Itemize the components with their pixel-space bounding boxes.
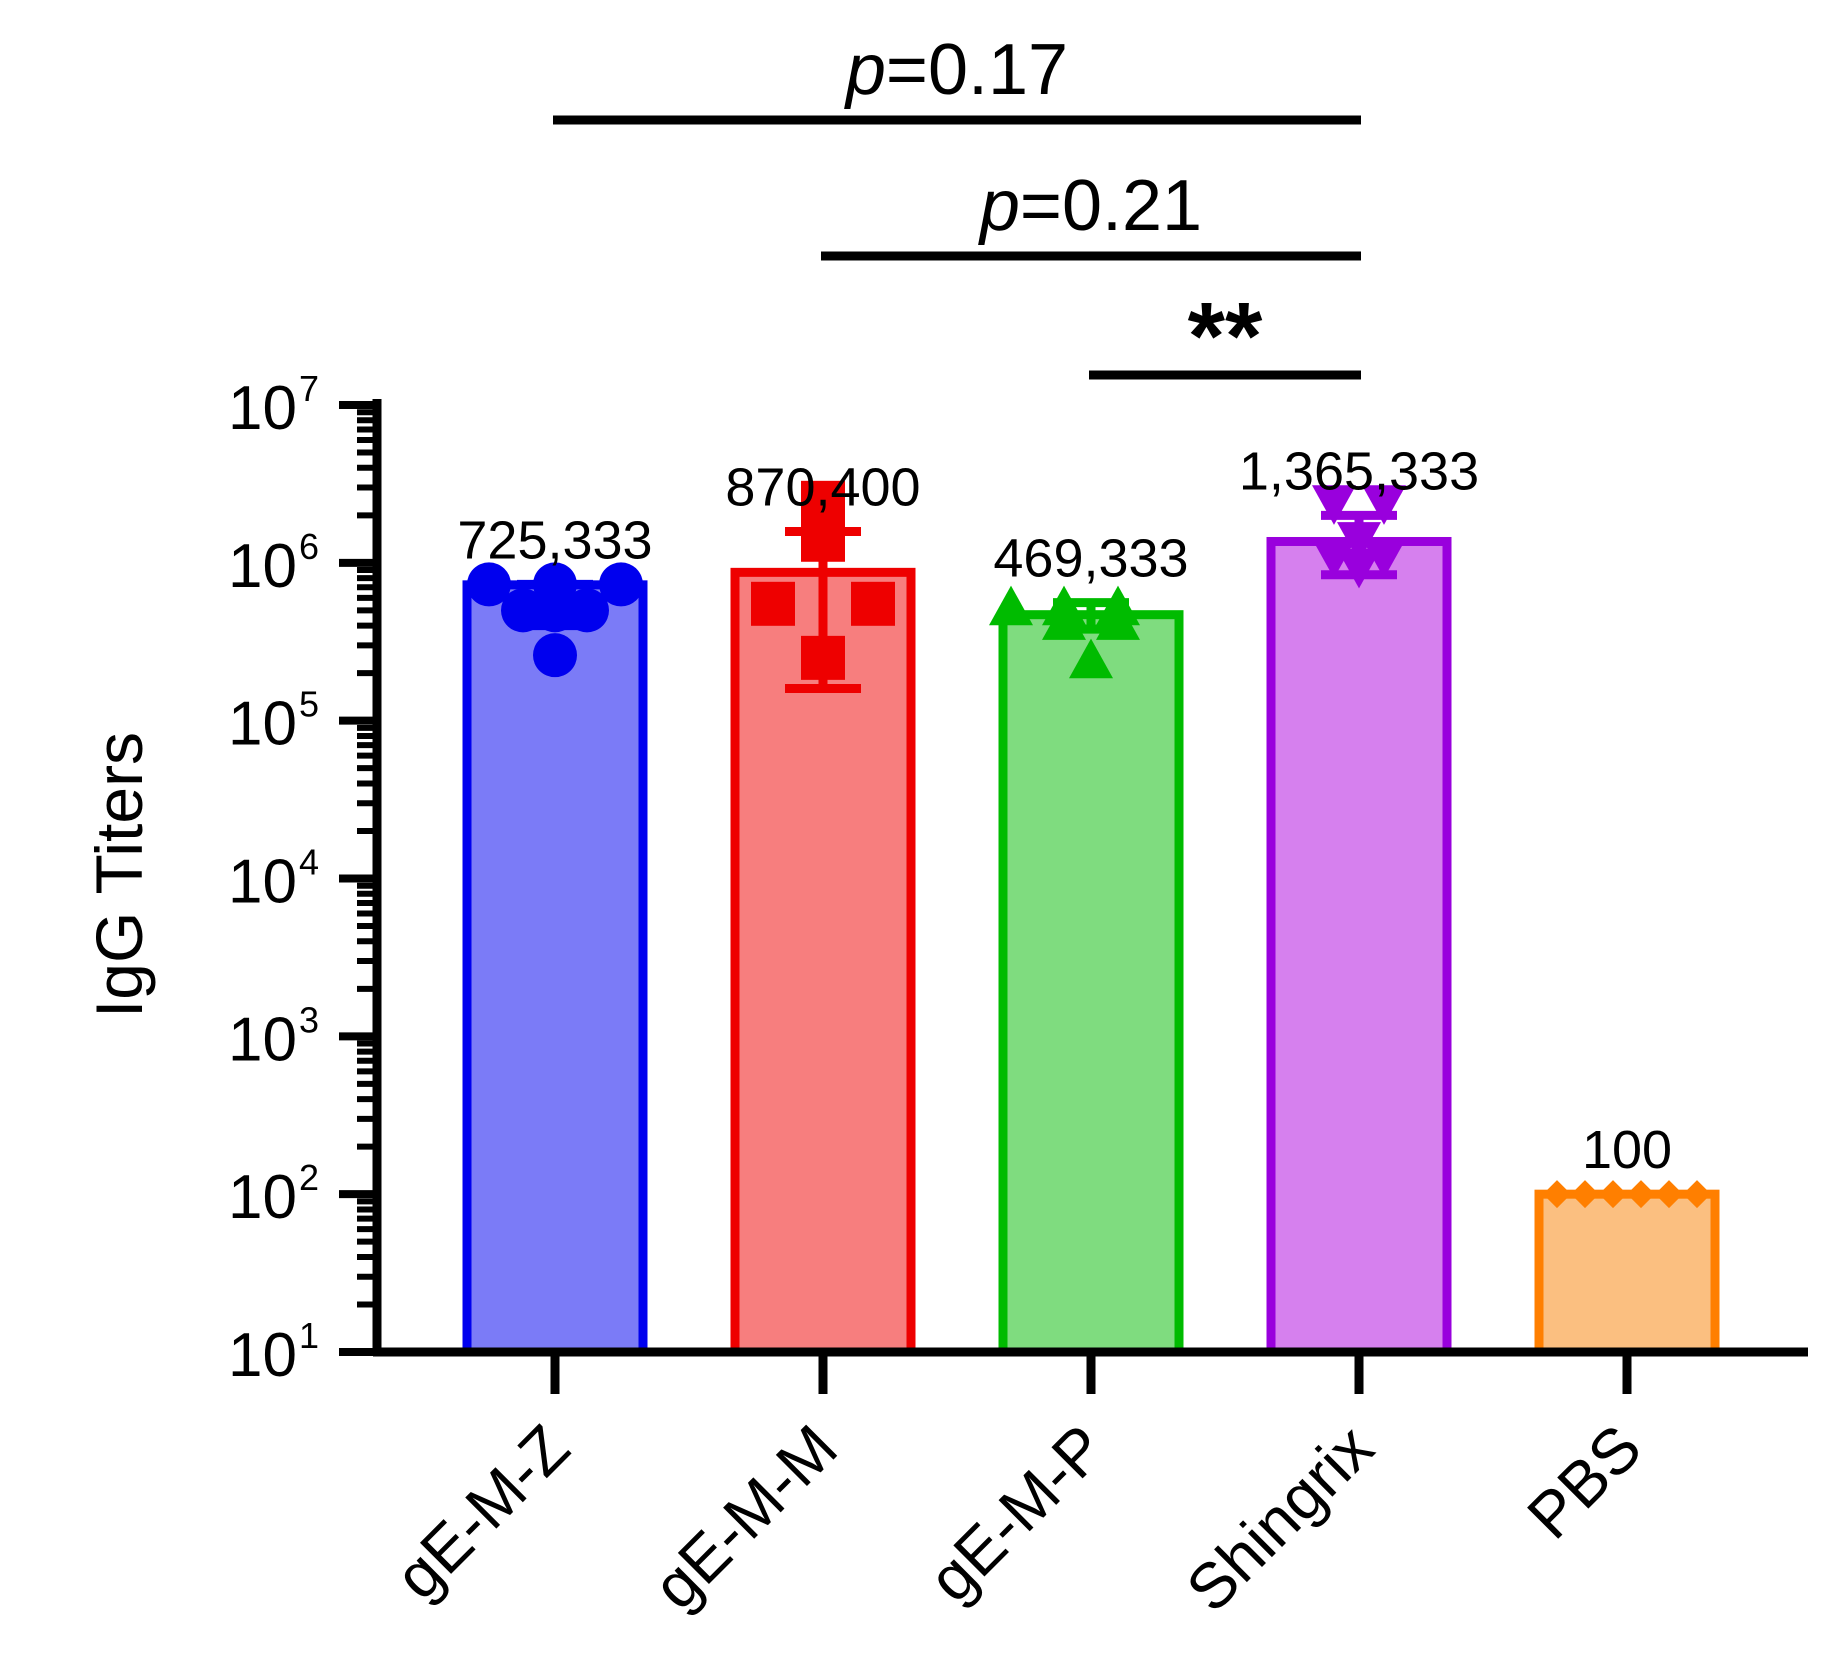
bar-ge-m-m	[730, 567, 916, 1357]
x-tick-label-pbs: PBS	[1513, 1411, 1654, 1552]
bar-ge-m-p	[998, 610, 1184, 1357]
data-points-pbs	[1543, 1180, 1711, 1209]
y-tick-exponent: 2	[299, 1157, 319, 1198]
value-label-shingrix: 1,365,333	[1239, 441, 1479, 501]
x-tick-label-ge-m-p: gE-M-P	[915, 1411, 1119, 1615]
significance-value: =0.17	[886, 30, 1068, 110]
value-label-ge-m-p: 469,333	[993, 529, 1188, 589]
data-point	[1337, 548, 1381, 589]
x-tick-label-ge-m-z: gE-M-Z	[381, 1411, 583, 1613]
data-points-ge-m-p	[989, 585, 1140, 679]
data-point	[989, 585, 1033, 626]
data-point	[467, 562, 511, 607]
data-point	[1655, 1180, 1683, 1209]
data-point	[1683, 1180, 1711, 1209]
data-point	[533, 588, 577, 633]
y-tick-label: 10	[228, 1163, 297, 1232]
x-tick-label-shingrix: Shingrix	[1172, 1411, 1386, 1625]
data-point	[599, 562, 643, 607]
axes-layer	[339, 399, 1808, 1394]
bar-ge-m-z	[462, 580, 648, 1357]
significance-label: **	[1188, 283, 1263, 390]
data-point	[1042, 600, 1086, 640]
y-tick-label: 10	[228, 1321, 297, 1390]
data-point	[1312, 485, 1356, 525]
data-point	[801, 480, 845, 525]
data-points-ge-m-z	[467, 562, 643, 678]
significance-value: =0.21	[1020, 166, 1202, 246]
significance-label: p=0.21	[978, 166, 1202, 246]
data-point	[533, 633, 577, 678]
y-tick-exponent: 4	[299, 842, 319, 883]
significance-value: **	[1188, 283, 1263, 390]
data-point	[801, 635, 845, 680]
y-tick-label: 10	[228, 532, 297, 601]
p-symbol: p	[978, 166, 1020, 246]
data-point	[565, 588, 609, 633]
value-label-pbs: 100	[1582, 1120, 1672, 1180]
data-point	[1362, 485, 1406, 525]
y-tick-exponent: 6	[299, 526, 319, 567]
y-tick-exponent: 7	[299, 368, 319, 409]
data-point	[1312, 538, 1356, 579]
data-point	[1627, 1180, 1655, 1209]
y-tick-exponent: 3	[299, 999, 319, 1040]
value-label-ge-m-m: 870,400	[725, 457, 920, 517]
data-point	[501, 588, 545, 633]
data-point	[1599, 1180, 1627, 1209]
data-point	[1571, 1180, 1599, 1209]
data-point	[1362, 538, 1406, 579]
data-point	[1543, 1180, 1571, 1209]
data-point	[851, 581, 895, 626]
data-points-ge-m-m	[751, 480, 895, 680]
data-point	[1069, 638, 1113, 679]
y-tick-label: 10	[228, 690, 297, 759]
data-point	[1096, 600, 1140, 640]
x-tick-label-ge-m-m: gE-M-M	[639, 1411, 851, 1623]
y-tick-label: 10	[228, 848, 297, 917]
bar-pbs	[1534, 1189, 1720, 1357]
bar-shingrix	[1266, 536, 1452, 1357]
y-tick-exponent: 5	[299, 684, 319, 725]
data-point	[1337, 522, 1381, 562]
bars-layer	[462, 480, 1720, 1357]
y-tick-label: 10	[228, 374, 297, 443]
value-label-ge-m-z: 725,333	[457, 510, 652, 570]
significance-label: p=0.17	[844, 30, 1068, 110]
significance-layer: p=0.17p=0.21**	[553, 30, 1361, 390]
data-points-shingrix	[1312, 485, 1406, 589]
y-tick-label: 10	[228, 1005, 297, 1074]
y-tick-exponent: 1	[299, 1315, 319, 1356]
data-point	[751, 581, 795, 626]
data-point	[801, 517, 845, 562]
y-axis-title: IgG Titers	[82, 732, 156, 1018]
p-symbol: p	[844, 30, 886, 110]
